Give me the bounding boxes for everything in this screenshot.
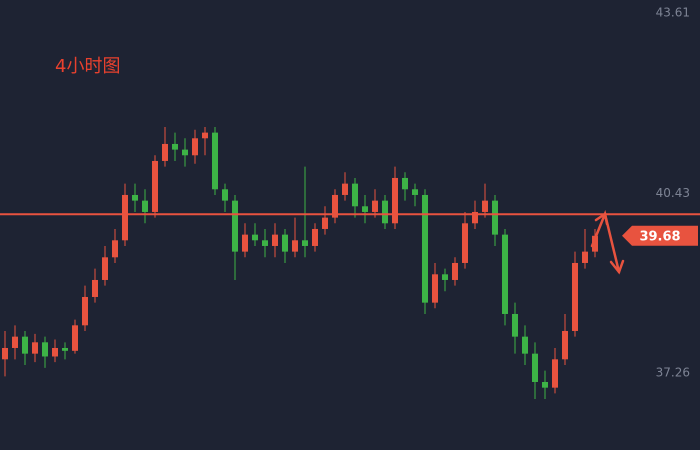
arrow-head bbox=[594, 211, 609, 226]
candle-body bbox=[222, 189, 228, 201]
candle-body bbox=[432, 274, 438, 303]
price-tag bbox=[622, 225, 698, 246]
chart-title: 4小时图 bbox=[55, 56, 120, 77]
candle-body bbox=[302, 240, 308, 246]
candle-body bbox=[492, 200, 498, 235]
candle-body bbox=[142, 200, 148, 212]
annotation-arrows bbox=[590, 209, 625, 275]
candle-body bbox=[22, 336, 28, 354]
candle-body bbox=[272, 234, 278, 246]
candle-body bbox=[242, 234, 248, 252]
y-tick-label: 43.61 bbox=[656, 6, 690, 20]
candle-body bbox=[422, 194, 428, 303]
candle-body bbox=[532, 353, 538, 382]
candle-body bbox=[2, 347, 8, 360]
y-tick-label: 40.43 bbox=[656, 186, 690, 200]
candle-body bbox=[502, 234, 508, 314]
candle-body bbox=[542, 381, 548, 388]
candle-body bbox=[292, 240, 298, 252]
price-tag-label: 39.68 bbox=[639, 229, 680, 244]
candle-body bbox=[442, 274, 448, 280]
candle-body bbox=[42, 342, 48, 357]
candle-body bbox=[62, 347, 68, 351]
candle-body bbox=[282, 234, 288, 252]
candle-body bbox=[122, 194, 128, 241]
candle-body bbox=[412, 189, 418, 195]
candle-body bbox=[182, 149, 188, 156]
candle-body bbox=[12, 336, 18, 348]
candle-body bbox=[372, 200, 378, 212]
candle-body bbox=[92, 279, 98, 297]
candle-body bbox=[322, 217, 328, 229]
candle-body bbox=[402, 177, 408, 190]
plot: 37.26 40.43 43.61 39.68 bbox=[0, 6, 700, 399]
candle-body bbox=[232, 200, 238, 252]
candle-body bbox=[132, 194, 138, 201]
candle-body bbox=[352, 183, 358, 207]
candle-body bbox=[162, 143, 168, 161]
candle-body bbox=[172, 143, 178, 150]
candle-body bbox=[392, 177, 398, 224]
candle-body bbox=[522, 336, 528, 354]
candle-body bbox=[102, 257, 108, 280]
candle-body bbox=[252, 234, 258, 241]
candle-body bbox=[472, 211, 478, 224]
candle-body bbox=[212, 132, 218, 190]
candle-body bbox=[202, 132, 208, 139]
candle-body bbox=[572, 262, 578, 331]
candle-body bbox=[262, 240, 268, 246]
candle-body bbox=[332, 194, 338, 218]
candle-body bbox=[512, 313, 518, 337]
candle-body bbox=[552, 359, 558, 388]
candle-body bbox=[562, 330, 568, 360]
candle-body bbox=[382, 200, 388, 224]
candle-body bbox=[112, 240, 118, 258]
candle-body bbox=[452, 262, 458, 280]
candle-body bbox=[592, 235, 598, 252]
candle-body bbox=[462, 223, 468, 263]
y-tick-label: 37.26 bbox=[656, 365, 690, 379]
candle-body bbox=[52, 347, 58, 357]
candle-body bbox=[152, 160, 158, 212]
candle-body bbox=[362, 206, 368, 212]
candle-body bbox=[82, 296, 88, 326]
candle-body bbox=[482, 200, 488, 212]
candle-body bbox=[312, 228, 318, 246]
candle-body bbox=[582, 251, 588, 263]
candle-body bbox=[342, 183, 348, 195]
candle-body bbox=[72, 325, 78, 351]
candle-body bbox=[32, 342, 38, 354]
arrow-head bbox=[609, 259, 625, 275]
candle-body bbox=[192, 138, 198, 156]
